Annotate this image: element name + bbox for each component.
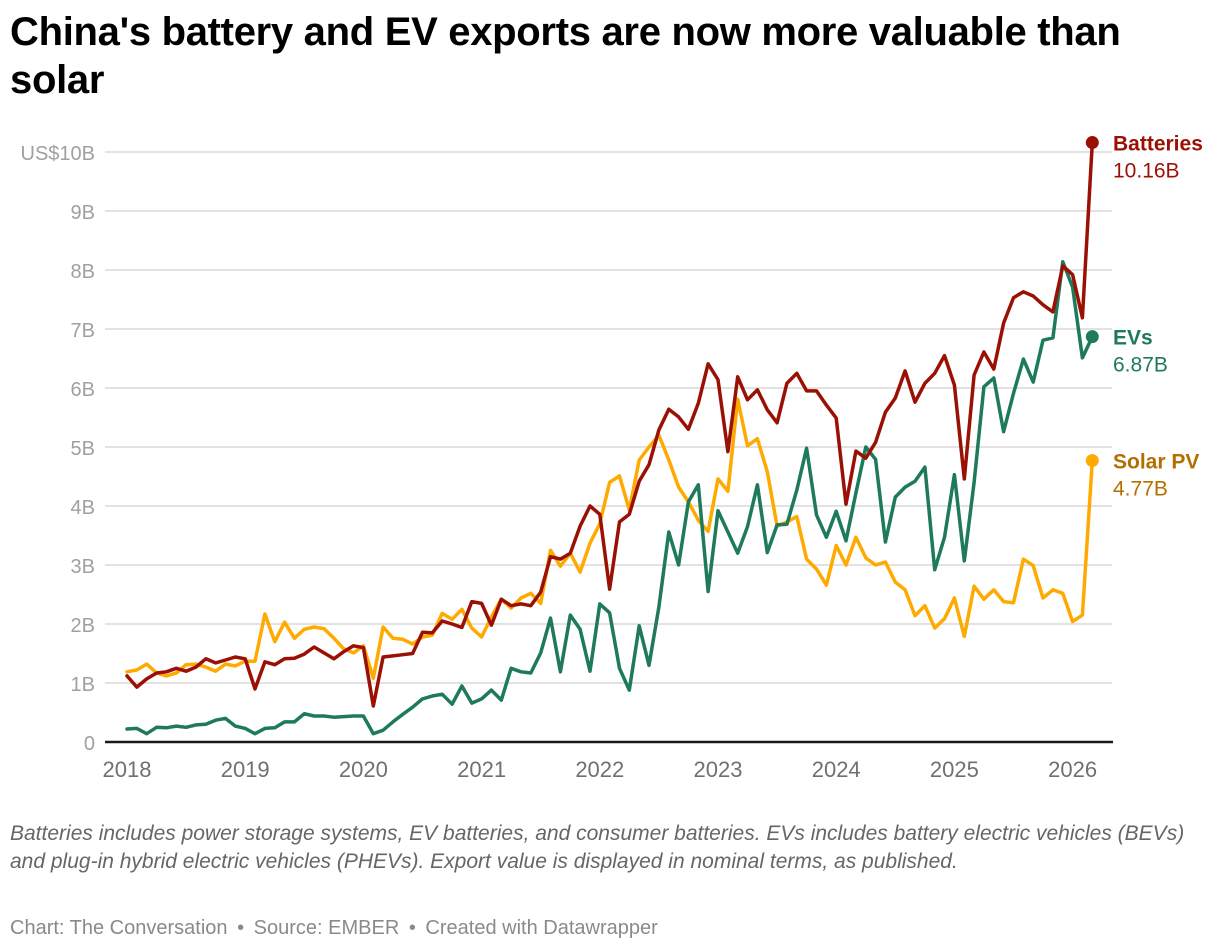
chart-credit: Chart: The Conversation [10, 917, 228, 939]
y-tick-label: 2B [71, 615, 95, 637]
y-tick-label: 9B [71, 202, 95, 224]
y-tick-label: US$10B [21, 143, 96, 165]
end-marker-batteries [1085, 136, 1099, 150]
chart-notes: Batteries includes power storage systems… [10, 822, 1185, 873]
series-label-evs: EVs [1113, 327, 1153, 350]
y-tick-label: 3B [71, 556, 95, 578]
x-tick-label: 2025 [930, 757, 979, 782]
series-value-solar-pv: 4.77B [1113, 478, 1168, 501]
y-tick-label: 7B [71, 320, 95, 342]
series-value-evs: 6.87B [1113, 354, 1168, 377]
series-line-solar-pv [125, 397, 1095, 681]
source-credit: Source: EMBER [253, 917, 400, 939]
x-tick-label: 2018 [103, 757, 152, 782]
x-tick-label: 2024 [812, 757, 861, 782]
end-marker-solar-pv [1085, 454, 1099, 468]
series-label-batteries: Batteries [1113, 133, 1203, 156]
gridlines [105, 151, 1112, 684]
x-tick-label: 2023 [694, 757, 743, 782]
series-line-evs [125, 259, 1095, 736]
series-label-solar-pv: Solar PV [1113, 451, 1199, 474]
series-line-batteries [125, 140, 1095, 708]
series-lines [125, 140, 1095, 736]
x-tick-label: 2019 [221, 757, 270, 782]
footer-separator: • [408, 917, 416, 939]
x-tick-label: 2021 [457, 757, 506, 782]
chart-title: China's battery and EV exports are now m… [10, 10, 1121, 102]
x-axis-tick-labels: 2018 2019 2020 2021 2022 2023 2024 2025 2026 [103, 757, 1098, 782]
y-tick-label: 0 [84, 733, 95, 755]
x-tick-label: 2026 [1048, 757, 1097, 782]
series-end-markers [1085, 136, 1099, 468]
chart-footer: Chart: The Conversation • Source: EMBER … [10, 914, 658, 942]
x-tick-label: 2022 [575, 757, 624, 782]
y-tick-label: 8B [71, 261, 95, 283]
y-tick-label: 6B [71, 379, 95, 401]
series-end-labels: Batteries 10.16B EVs 6.87B Solar PV 4.77B [1113, 133, 1203, 501]
datawrapper-credit: Created with Datawrapper [425, 917, 658, 939]
series-value-batteries: 10.16B [1113, 160, 1180, 183]
y-tick-label: 1B [71, 674, 95, 696]
y-tick-label: 4B [71, 497, 95, 519]
y-axis-tick-labels: 0 1B 2B 3B 4B 5B 6B 7B 8B 9B US$10B [21, 143, 96, 755]
end-marker-evs [1085, 330, 1099, 344]
x-tick-label: 2020 [339, 757, 388, 782]
footer-separator: • [237, 917, 245, 939]
y-tick-label: 5B [71, 438, 95, 460]
